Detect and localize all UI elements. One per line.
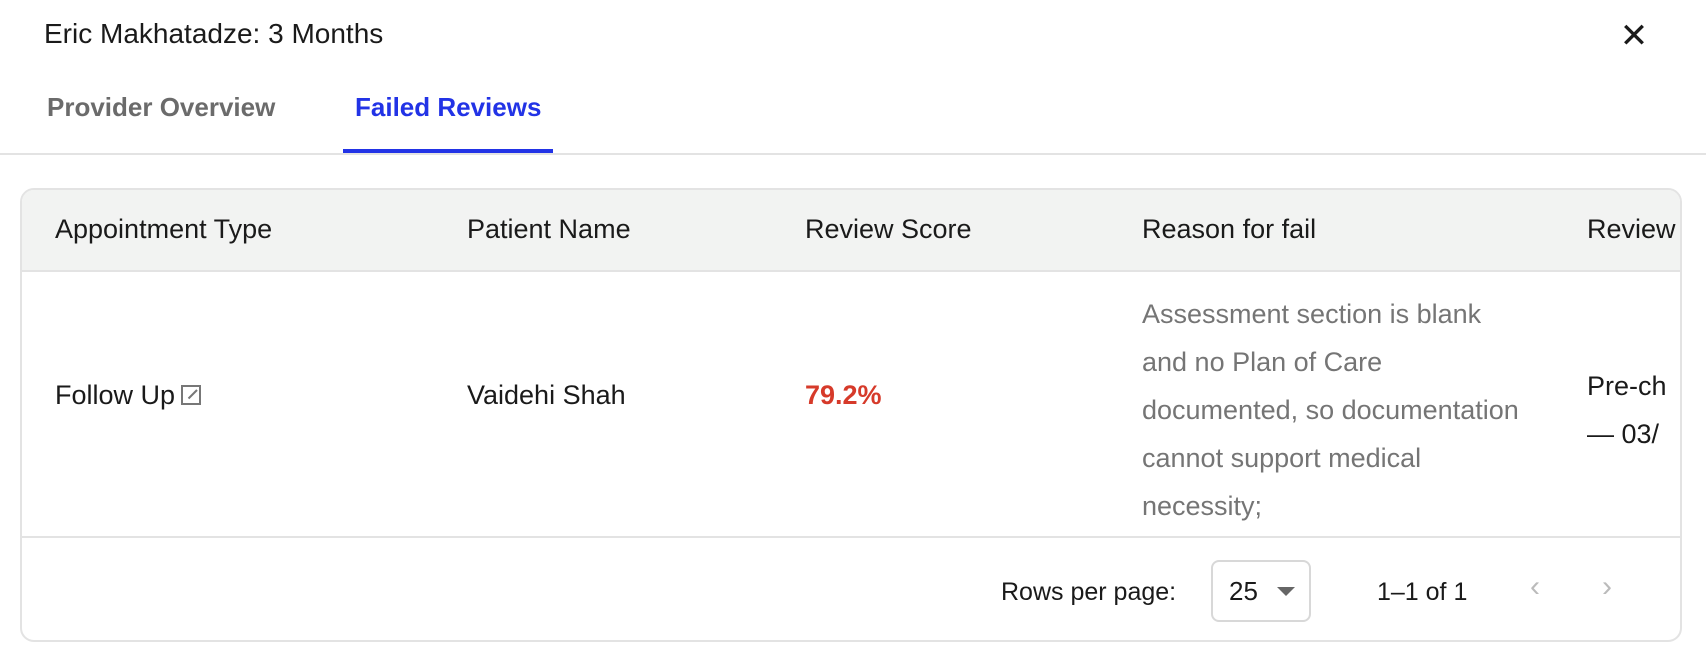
rows-per-page-label: Rows per page: [1001,578,1177,606]
patient-name-cell: Vaidehi Shah [467,380,626,410]
failed-reviews-table: Appointment Type Patient Name Review Sco… [20,188,1682,642]
appointment-type-cell[interactable]: Follow Up [55,380,202,411]
chevron-right-icon[interactable]: › [1602,570,1612,603]
chevron-left-icon[interactable]: ‹ [1530,570,1540,603]
column-header-review-score[interactable]: Review Score [805,214,972,244]
review-line: Pre-ch [1587,371,1667,401]
column-header-patient-name[interactable]: Patient Name [467,214,631,244]
table-row[interactable]: Follow Up Vaidehi Shah 79.2% Assessment … [22,272,1680,538]
pagination-range: 1–1 of 1 [1377,578,1468,606]
column-header-review[interactable]: Review [1587,214,1676,244]
rows-per-page-select[interactable]: 25 [1211,560,1311,622]
tab-bar: Provider Overview Failed Reviews [0,82,1706,155]
column-header-reason[interactable]: Reason for fail [1142,214,1317,244]
close-icon[interactable]: ✕ [1619,17,1649,55]
tab-failed-reviews[interactable]: Failed Reviews [343,92,554,153]
appointment-type-link[interactable]: Follow Up [55,380,176,410]
review-score-cell: 79.2% [805,380,882,410]
column-header-appointment-type[interactable]: Appointment Type [55,214,273,244]
external-link-icon[interactable] [181,385,202,405]
rows-per-page-value: 25 [1229,576,1258,606]
caret-down-icon [1277,587,1295,596]
dialog-title: Eric Makhatadze: 3 Months [44,18,384,49]
tab-provider-overview[interactable]: Provider Overview [47,92,276,122]
table-header: Appointment Type Patient Name Review Sco… [22,190,1680,272]
review-line: — 03/ [1587,419,1660,449]
reason-cell: Assessment section is blank and no Plan … [1142,299,1519,521]
review-cell: Pre-ch — 03/ [1587,362,1667,458]
